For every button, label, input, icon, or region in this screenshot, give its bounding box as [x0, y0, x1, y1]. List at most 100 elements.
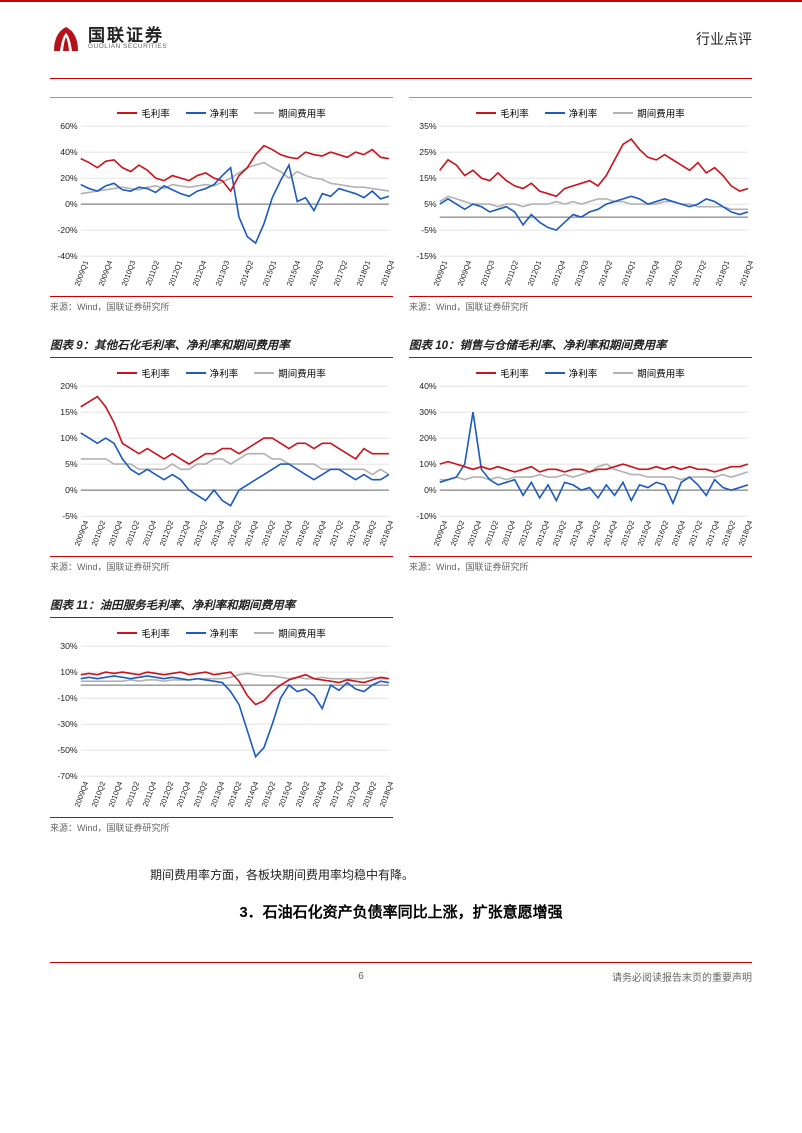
x-tick-label: 2009Q1 [74, 260, 90, 288]
legend-item: 毛利率 [476, 106, 529, 120]
svg-text:20%: 20% [60, 173, 78, 183]
chart-legend: 毛利率 净利率 期间费用率 [50, 102, 393, 122]
x-tick-label: 2016Q2 [294, 780, 310, 808]
x-tick-label: 2013Q4 [209, 780, 225, 808]
x-tick-label: 2014Q2 [226, 780, 242, 808]
x-tick-label: 2009Q4 [433, 520, 449, 548]
x-tick-label: 2016Q4 [311, 520, 327, 548]
x-tick-label: 2016Q2 [653, 520, 669, 548]
section-heading: 3．石油石化资产负债率同比上涨，扩张意愿增强 [50, 901, 752, 922]
chart-legend: 毛利率 净利率 期间费用率 [409, 102, 752, 122]
legend-item: 净利率 [545, 106, 598, 120]
legend-swatch [545, 112, 565, 114]
chart-block: 图表 9：其他石化毛利率、净利率和期间费用率毛利率净利率期间费用率-5%0%5%… [50, 329, 393, 579]
x-tick-label: 2017Q4 [345, 520, 361, 548]
x-tick-label: 2012Q2 [159, 780, 175, 808]
legend-swatch [186, 632, 206, 634]
chart-area: 毛利率净利率期间费用率-40%-20%0%20%40%60%2009Q12009… [50, 102, 393, 294]
chart-area: 毛利率净利率期间费用率-5%0%5%10%15%20%2009Q42010Q22… [50, 362, 393, 554]
logo-name-cn: 国联证券 [88, 27, 167, 44]
svg-text:10%: 10% [419, 459, 437, 469]
svg-text:-70%: -70% [57, 772, 78, 781]
svg-text:15%: 15% [419, 173, 437, 183]
svg-text:5%: 5% [424, 199, 437, 209]
x-tick-label: 2014Q4 [243, 780, 259, 808]
x-tick-label: 2011Q2 [484, 520, 500, 547]
x-tick-label: 2010Q3 [480, 260, 496, 288]
legend-item: 期间费用率 [254, 626, 326, 640]
svg-text:40%: 40% [60, 147, 78, 157]
x-tick-label: 2018Q4 [379, 260, 395, 288]
legend-label: 毛利率 [141, 106, 170, 120]
footer-disclaimer: 请务必阅读报告末页的重要声明 [552, 969, 752, 984]
legend-label: 净利率 [210, 366, 239, 380]
chart-area: 毛利率净利率期间费用率-10%0%10%20%30%40%2009Q42010Q… [409, 362, 752, 554]
x-tick-label: 2018Q2 [362, 780, 378, 808]
chart-canvas: -15%-5%5%15%25%35% [409, 122, 752, 260]
x-tick-label: 2015Q4 [636, 520, 652, 548]
x-tick-label: 2015Q2 [260, 780, 276, 808]
x-tick-label: 2009Q4 [74, 780, 90, 808]
legend-item: 净利率 [545, 366, 598, 380]
legend-swatch [254, 372, 274, 374]
x-tick-label: 2012Q4 [534, 520, 550, 548]
x-tick-label: 2015Q4 [285, 260, 301, 288]
x-tick-label: 2018Q4 [738, 260, 754, 288]
x-axis-labels: 2009Q12009Q42010Q32011Q22012Q12012Q42013… [50, 260, 393, 294]
legend-item: 毛利率 [117, 366, 170, 380]
x-tick-label: 2011Q4 [142, 520, 158, 547]
page-footer: 6 请务必阅读报告末页的重要声明 [50, 962, 752, 984]
legend-label: 毛利率 [141, 366, 170, 380]
chart-title: 图表 9：其他石化毛利率、净利率和期间费用率 [50, 333, 393, 358]
grid-spacer [409, 589, 752, 839]
x-tick-label: 2010Q4 [467, 520, 483, 548]
legend-item: 净利率 [186, 106, 239, 120]
legend-item: 净利率 [186, 626, 239, 640]
chart-legend: 毛利率净利率期间费用率 [50, 622, 393, 642]
x-tick-label: 2013Q3 [215, 260, 231, 288]
x-tick-label: 2012Q4 [175, 780, 191, 808]
x-tick-label: 2015Q4 [277, 780, 293, 808]
chart-canvas: -40%-20%0%20%40%60% [50, 122, 393, 260]
svg-text:30%: 30% [419, 407, 437, 417]
svg-text:-10%: -10% [416, 511, 437, 520]
x-tick-label: 2012Q2 [159, 520, 175, 548]
x-tick-label: 2013Q4 [568, 520, 584, 548]
x-tick-label: 2011Q4 [142, 780, 158, 807]
legend-item: 毛利率 [117, 106, 170, 120]
legend-label: 净利率 [569, 366, 598, 380]
legend-swatch [545, 372, 565, 374]
legend-item: 期间费用率 [613, 106, 685, 120]
x-tick-label: 2017Q4 [704, 520, 720, 548]
svg-text:-40%: -40% [57, 251, 78, 260]
svg-text:40%: 40% [419, 382, 437, 391]
x-tick-label: 2009Q4 [97, 260, 113, 288]
legend-item: 毛利率 [476, 366, 529, 380]
legend-swatch [476, 112, 496, 114]
svg-text:-5%: -5% [421, 225, 437, 235]
brand-logo: 国联证券 GUOLIAN SECURITIES [50, 23, 167, 55]
svg-text:0%: 0% [65, 485, 78, 495]
legend-label: 净利率 [210, 626, 239, 640]
x-tick-label: 2010Q2 [91, 520, 107, 548]
svg-text:-50%: -50% [57, 746, 78, 756]
page-number: 6 [170, 971, 552, 982]
chart-block: 毛利率净利率期间费用率-40%-20%0%20%40%60%2009Q12009… [50, 97, 393, 319]
svg-text:-15%: -15% [416, 251, 437, 260]
x-tick-label: 2014Q4 [243, 520, 259, 548]
svg-text:30%: 30% [60, 642, 78, 651]
legend-label: 毛利率 [500, 366, 529, 380]
page-root: 国联证券 GUOLIAN SECURITIES 行业点评 毛利率净利率期间费用率… [0, 0, 802, 1014]
x-tick-label: 2011Q2 [144, 260, 160, 287]
legend-swatch [476, 372, 496, 374]
x-tick-label: 2016Q4 [311, 780, 327, 808]
legend-item: 期间费用率 [254, 106, 326, 120]
x-tick-label: 2011Q2 [503, 260, 519, 287]
x-tick-label: 2013Q2 [192, 520, 208, 548]
x-tick-label: 2013Q3 [574, 260, 590, 288]
x-tick-label: 2012Q2 [518, 520, 534, 548]
x-tick-label: 2010Q3 [121, 260, 137, 288]
x-tick-label: 2015Q2 [260, 520, 276, 548]
x-tick-label: 2017Q2 [332, 260, 348, 288]
chart-block: 毛利率净利率期间费用率-15%-5%5%15%25%35%2009Q12009Q… [409, 97, 752, 319]
